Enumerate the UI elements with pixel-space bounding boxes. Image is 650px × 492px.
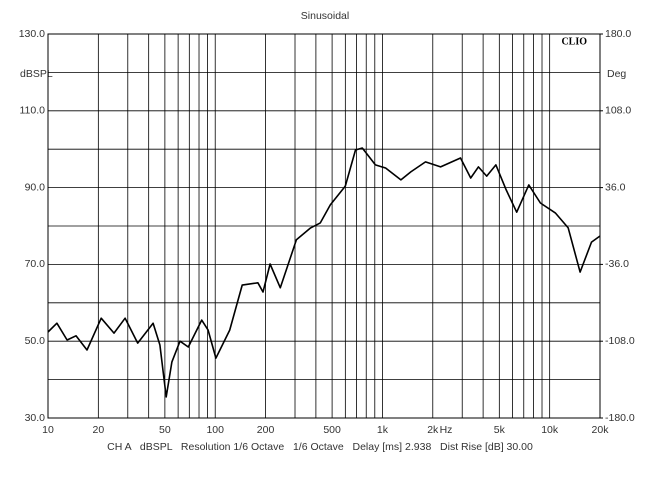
y2-tick-label: -36.0 (605, 258, 629, 270)
y-tick-label: 50.0 (25, 335, 46, 347)
y2-axis-label: Deg (607, 68, 626, 80)
y2-tick-label: 108.0 (605, 105, 631, 117)
x-tick-label: 10k (541, 424, 559, 436)
y2-tick-label: -180.0 (605, 412, 635, 424)
x-tick-label: 100 (206, 424, 224, 436)
y-tick-label: 30.0 (25, 412, 46, 424)
x-tick-label: 5k (494, 424, 506, 436)
y-tick-label: 130.0 (19, 28, 45, 40)
y2-tick-label: -108.0 (605, 335, 635, 347)
x-tick-label: 200 (257, 424, 275, 436)
y-tick-label: 110.0 (20, 105, 46, 117)
x-tick-label: 10 (42, 424, 54, 436)
x-tick-label: 500 (323, 424, 341, 436)
x-axis-label: Hz (440, 424, 453, 436)
footer: CH A dBSPL Resolution 1/6 Octave 1/6 Oct… (107, 441, 533, 453)
brand: CLIO (561, 36, 587, 47)
x-tick-label: 50 (159, 424, 171, 436)
y2-tick-label: 36.0 (605, 181, 626, 193)
x-tick-label: 20 (92, 424, 104, 436)
y2-tick-label: 180.0 (605, 28, 631, 40)
x-tick-label: 1k (377, 424, 389, 436)
x-tick-label: 20k (592, 424, 610, 436)
x-tick-label: 2k (427, 424, 439, 436)
y-tick-label: 90.0 (25, 181, 46, 193)
y-tick-label: 70.0 (25, 258, 46, 270)
chart-title: Sinusoidal (301, 10, 349, 22)
y-axis-label: dBSPL (20, 68, 53, 80)
response-curve (47, 147, 601, 398)
